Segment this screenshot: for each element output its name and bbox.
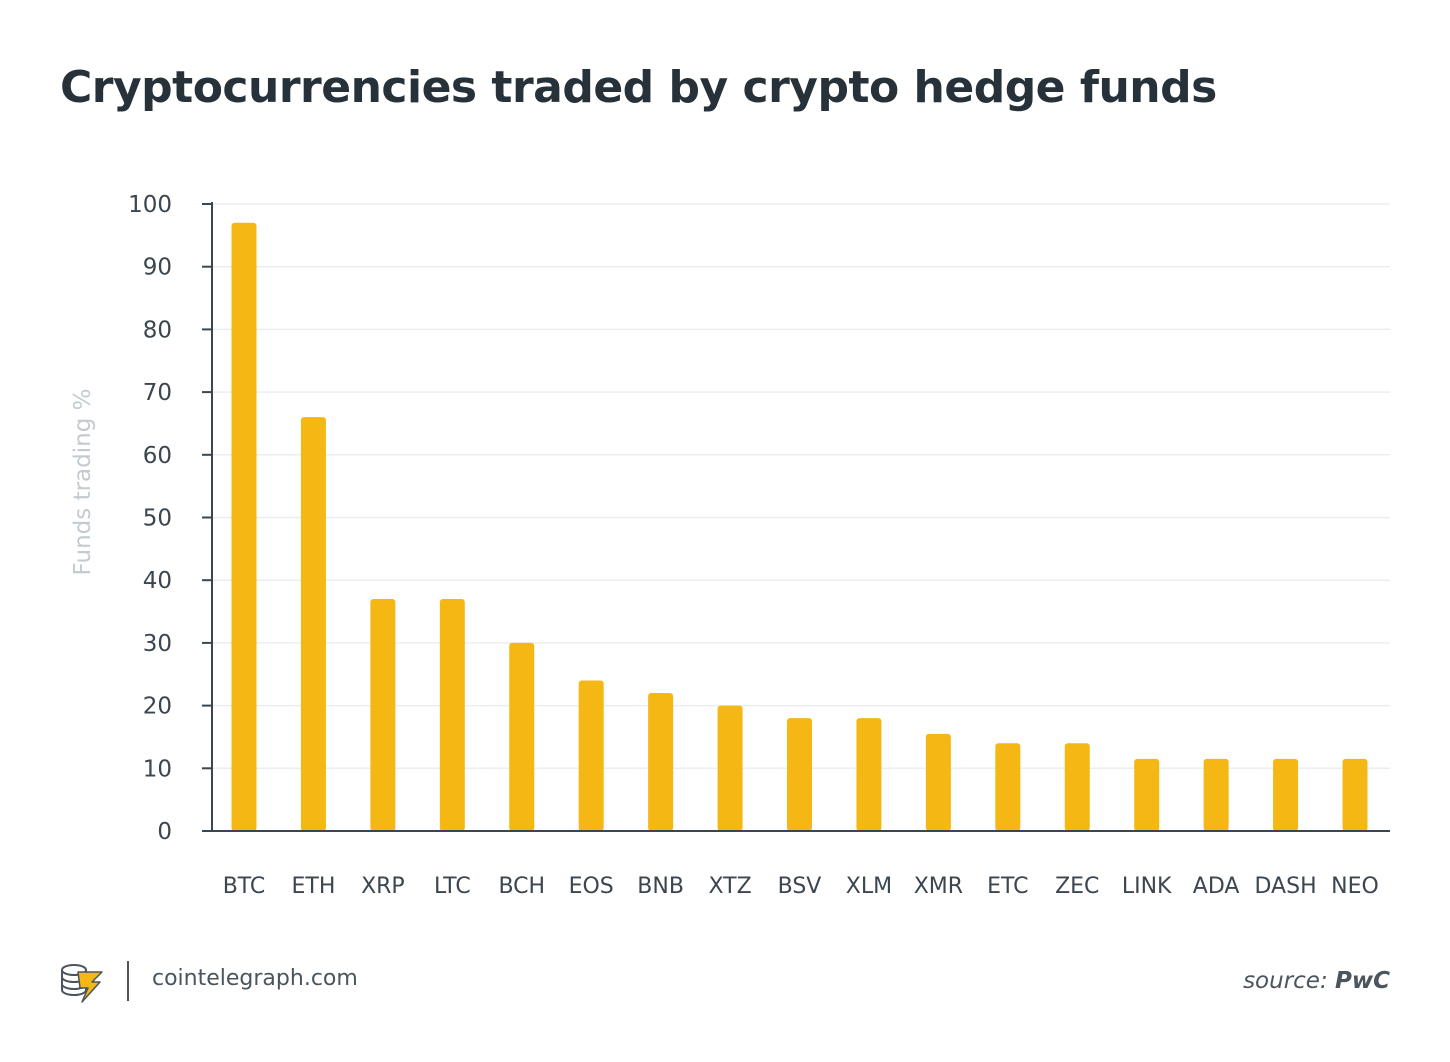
y-tick-label: 60 xyxy=(143,443,172,469)
source-name: PwC xyxy=(1335,968,1390,994)
bar-bsv xyxy=(787,718,812,831)
bar-dash xyxy=(1273,758,1299,831)
bar-btc xyxy=(231,222,257,831)
bar-neo xyxy=(1342,758,1368,831)
x-tick-label: ETH xyxy=(291,874,335,899)
y-tick-label: 80 xyxy=(143,317,172,343)
x-tick-label: BCH xyxy=(498,874,545,899)
bar-xrp xyxy=(370,599,396,831)
x-tick-label: XTZ xyxy=(708,874,751,899)
y-tick-label: 30 xyxy=(143,631,172,657)
bar-xmr xyxy=(925,733,951,831)
y-tick-label: 100 xyxy=(128,192,172,218)
y-tick-label: 50 xyxy=(143,506,172,532)
chart-title: Cryptocurrencies traded by crypto hedge … xyxy=(60,62,1217,113)
bar-link xyxy=(1134,758,1160,831)
x-tick-label: EOS xyxy=(569,874,614,899)
x-tick-label: ADA xyxy=(1193,874,1240,899)
x-tick-label: DASH xyxy=(1255,874,1317,899)
x-tick-label: LTC xyxy=(434,874,471,899)
bar-bch xyxy=(509,642,535,831)
y-tick-label: 70 xyxy=(143,380,172,406)
x-tick-label: BNB xyxy=(637,874,684,899)
bar-eos xyxy=(578,680,604,831)
y-tick-label: 90 xyxy=(143,255,172,281)
bar-etc xyxy=(995,743,1021,831)
y-axis: 0 10 20 30 40 50 60 70 80 90 100 xyxy=(128,192,213,845)
x-tick-label: BSV xyxy=(778,874,822,899)
y-tick-label: 40 xyxy=(143,568,172,594)
footer-source: source: PwC xyxy=(1243,968,1390,994)
x-tick-label: BTC xyxy=(223,874,266,899)
bar-ada xyxy=(1203,758,1229,831)
x-tick-label: XRP xyxy=(361,874,405,899)
bar-chart: 0 10 20 30 40 50 60 70 80 90 100 BTC ETH XRP LTC BCH EO… xyxy=(70,192,1390,899)
bar-xtz xyxy=(717,705,743,831)
x-tick-label: XLM xyxy=(846,874,892,899)
footer-site-link[interactable]: cointelegraph.com xyxy=(152,966,358,991)
y-tick-label: 0 xyxy=(157,819,172,845)
y-tick-label: 20 xyxy=(143,694,172,720)
gridlines xyxy=(212,203,1390,770)
bar-ltc xyxy=(439,599,465,831)
x-tick-label: XMR xyxy=(914,874,963,899)
x-tick-label: LINK xyxy=(1122,874,1172,899)
bar-bnb xyxy=(648,693,674,831)
x-tick-label: NEO xyxy=(1331,874,1379,899)
x-axis: BTC ETH XRP LTC BCH EOS BNB XTZ BSV XLM XMR ETC ZEC L… xyxy=(212,830,1390,899)
bar-xlm xyxy=(856,718,882,831)
x-tick-label: ZEC xyxy=(1055,874,1099,899)
y-axis-label: Funds trading % xyxy=(70,389,96,576)
footer-separator xyxy=(127,961,129,1001)
bar-zec xyxy=(1064,743,1090,831)
source-prefix: source: xyxy=(1243,968,1328,994)
cointelegraph-coins-bolt-icon xyxy=(61,964,103,1003)
y-tick-label: 10 xyxy=(143,756,172,782)
x-tick-label: ETC xyxy=(987,874,1028,899)
bars xyxy=(231,222,1368,831)
bar-eth xyxy=(300,417,326,831)
